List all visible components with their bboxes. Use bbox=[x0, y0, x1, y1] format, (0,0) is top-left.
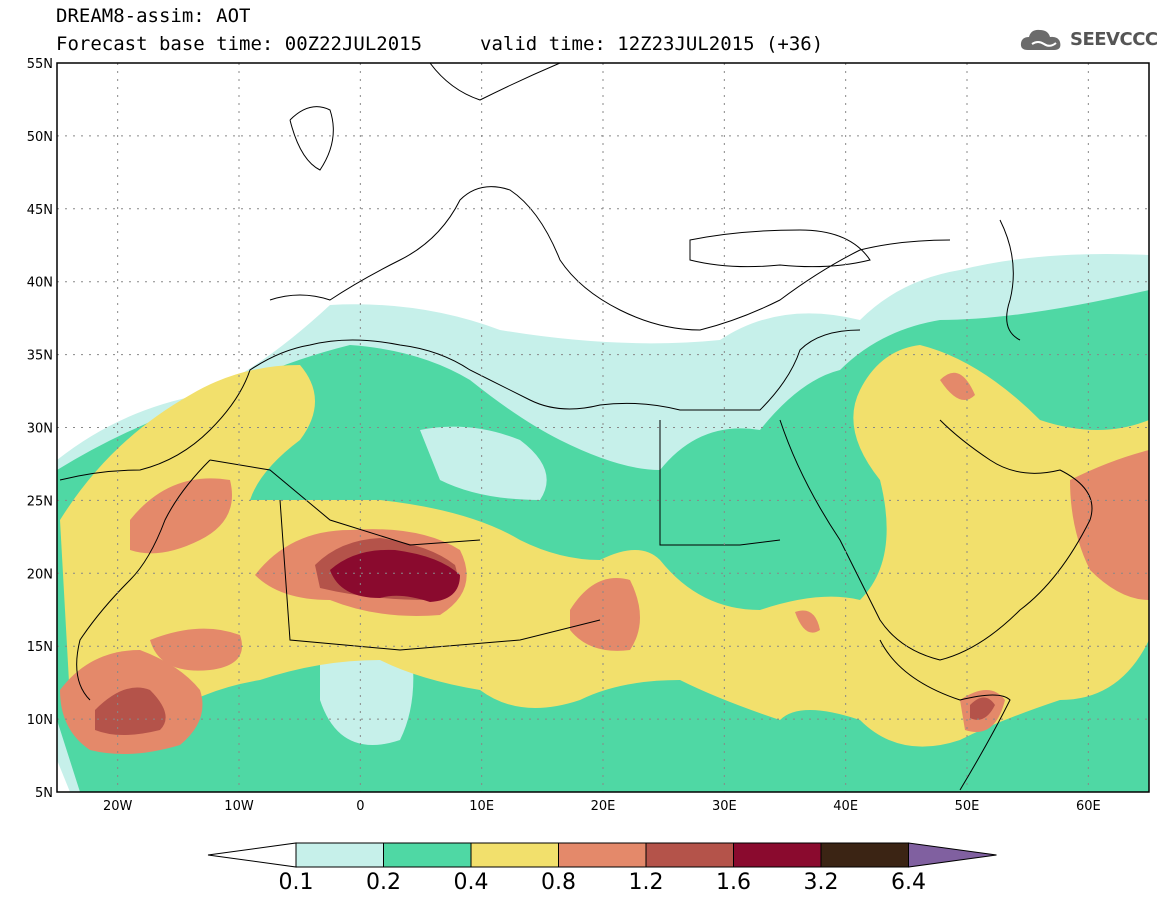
colorbar-label-6.4: 6.4 bbox=[891, 870, 926, 895]
lon-label-20W: 20W bbox=[103, 799, 133, 814]
border-uk bbox=[289, 106, 334, 171]
lat-label-40N: 40N bbox=[27, 276, 53, 291]
lat-label-30N: 30N bbox=[27, 422, 53, 437]
lat-label-10N: 10N bbox=[27, 713, 53, 728]
coast-east-africa bbox=[879, 639, 1011, 791]
lon-label-10W: 10W bbox=[224, 799, 254, 814]
lat-label-25N: 25N bbox=[27, 494, 53, 509]
coast-europe bbox=[269, 186, 951, 331]
seevccc-logo: SEEVCCC bbox=[1018, 24, 1158, 56]
cloud-icon bbox=[1020, 29, 1061, 50]
map-title: DREAM8-assim: AOT bbox=[56, 5, 251, 27]
lat-label-5N: 5N bbox=[35, 786, 53, 801]
aot-contour-1.2-somalia bbox=[970, 697, 995, 720]
map-frame bbox=[56, 62, 1150, 793]
border-sahel bbox=[279, 499, 601, 651]
coast-west-africa bbox=[59, 329, 861, 481]
colorbar-segment-0 bbox=[295, 842, 384, 868]
colorbar-label-0.8: 0.8 bbox=[541, 870, 576, 895]
colorbar-label-0.1: 0.1 bbox=[279, 870, 314, 895]
lon-label-30E: 30E bbox=[712, 799, 737, 814]
valid-time: valid time: 12Z23JUL2015 (+36) bbox=[480, 33, 824, 55]
lon-label-60E: 60E bbox=[1076, 799, 1101, 814]
lon-label-0: 0 bbox=[356, 799, 364, 814]
lon-label-50E: 50E bbox=[955, 799, 980, 814]
colorbar-segment-3 bbox=[558, 842, 647, 868]
coast-black-sea bbox=[689, 229, 871, 268]
forecast-base-time: Forecast base time: 00Z22JUL2015 bbox=[56, 33, 423, 55]
lat-label-20N: 20N bbox=[27, 567, 53, 582]
aot-contour-0.8-ethiopia bbox=[795, 610, 820, 633]
lon-label-40E: 40E bbox=[833, 799, 858, 814]
aot-contour-0.8-morocco bbox=[130, 478, 232, 554]
border-scandinavia bbox=[429, 63, 561, 101]
aot-contour-0.8-gulf bbox=[940, 372, 975, 400]
colorbar bbox=[207, 842, 997, 868]
border-nile bbox=[659, 420, 781, 546]
border-sahara bbox=[209, 459, 481, 546]
colorbar-label-1.6: 1.6 bbox=[716, 870, 751, 895]
aot-contour-1.2-westcoast bbox=[95, 687, 166, 735]
lat-label-15N: 15N bbox=[27, 640, 53, 655]
aot-contour-0.8-mali bbox=[150, 628, 242, 671]
lat-label-45N: 45N bbox=[27, 203, 53, 218]
coast-arabia bbox=[779, 419, 1093, 661]
lat-label-35N: 35N bbox=[27, 349, 53, 364]
aot-contour-0.8-chad bbox=[570, 578, 640, 651]
lat-label-50N: 50N bbox=[27, 130, 53, 145]
aot-gap-libya bbox=[420, 426, 547, 500]
lat-label-55N: 55N bbox=[27, 57, 53, 72]
colorbar-label-1.2: 1.2 bbox=[629, 870, 664, 895]
aot-contour-0.8-oman bbox=[1070, 450, 1149, 600]
coastlines bbox=[59, 63, 1093, 791]
coast-africa-west bbox=[76, 459, 211, 701]
colorbar-labels: 0.1 0.2 0.4 0.8 1.2 1.6 3.2 6.4 bbox=[279, 870, 927, 895]
latitude-labels: 55N 50N 45N 40N 35N 30N 25N 20N 15N 10N 5N bbox=[27, 57, 53, 801]
colorbar-label-3.2: 3.2 bbox=[804, 870, 839, 895]
colorbar-label-0.4: 0.4 bbox=[454, 870, 489, 895]
colorbar-lower-extension bbox=[207, 842, 297, 868]
coast-caspian bbox=[999, 219, 1021, 341]
graticule bbox=[57, 63, 1149, 792]
logo-text: SEEVCCC bbox=[1070, 29, 1158, 50]
lon-label-20E: 20E bbox=[591, 799, 616, 814]
colorbar-segment-6 bbox=[820, 842, 909, 868]
aot-contour-0.4 bbox=[60, 345, 1149, 747]
colorbar-segment-4 bbox=[645, 842, 734, 868]
colorbar-segment-1 bbox=[383, 842, 472, 868]
aot-contour-1.6 bbox=[330, 549, 460, 602]
colorbar-segment-2 bbox=[470, 842, 559, 868]
colorbar-label-0.2: 0.2 bbox=[366, 870, 401, 895]
colorbar-segment-5 bbox=[733, 842, 822, 868]
lon-label-10E: 10E bbox=[469, 799, 494, 814]
longitude-labels: 20W 10W 0 10E 20E 30E 40E 50E 60E bbox=[103, 799, 1101, 814]
colorbar-upper-extension bbox=[908, 842, 997, 868]
